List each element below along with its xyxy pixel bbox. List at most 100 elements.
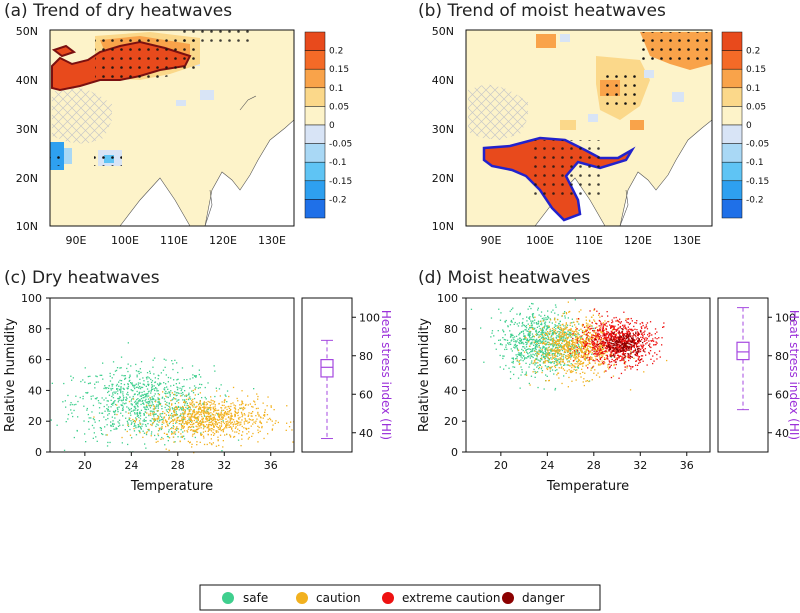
data-point-extreme_caution (634, 339, 636, 341)
data-point-safe (510, 343, 512, 345)
data-point-safe (124, 378, 126, 380)
data-point-extreme_caution (617, 336, 619, 338)
data-point-safe (94, 421, 96, 423)
data-point-caution (201, 433, 203, 436)
data-point-safe (569, 339, 571, 342)
data-point-safe (114, 413, 116, 415)
data-point-safe (170, 385, 172, 387)
data-point-safe (557, 352, 559, 355)
data-point-caution (213, 411, 215, 413)
data-point-caution (559, 331, 562, 334)
data-point-extreme_caution (653, 340, 655, 342)
data-point-safe (519, 337, 521, 339)
data-point-safe (82, 395, 84, 398)
data-point-caution (575, 372, 577, 374)
data-point-caution (195, 430, 197, 433)
data-point-caution (212, 424, 215, 426)
data-point-caution (557, 358, 559, 360)
colorbar-tick-label: 0.15 (746, 65, 766, 75)
data-point-caution (583, 333, 585, 335)
data-point-safe (511, 357, 513, 359)
data-point-safe (183, 399, 186, 402)
data-point-safe (174, 433, 177, 435)
data-point-safe (559, 320, 561, 323)
data-point-extreme_caution (611, 358, 613, 361)
data-point-caution (586, 356, 589, 358)
data-point-safe (544, 331, 546, 333)
data-point-danger (618, 337, 620, 339)
data-point-caution (562, 354, 564, 356)
data-point-safe (92, 395, 94, 397)
data-point-caution (552, 337, 554, 340)
data-point-caution (190, 408, 192, 411)
data-point-danger (624, 357, 626, 359)
data-point-caution (194, 429, 196, 431)
data-point-extreme_caution (611, 325, 613, 327)
data-point-caution (173, 414, 175, 416)
data-point-safe (509, 342, 511, 344)
data-point-danger (610, 355, 612, 357)
data-point-safe (186, 404, 188, 407)
data-point-safe (532, 335, 534, 337)
data-point-extreme_caution (597, 348, 599, 350)
data-point-caution (226, 425, 228, 427)
colorbar-tick-label: 0 (329, 121, 335, 131)
data-point-safe (502, 357, 504, 360)
data-point-caution (214, 418, 216, 420)
data-point-caution (211, 419, 213, 421)
data-point-safe (160, 372, 162, 374)
data-point-safe (138, 392, 140, 394)
data-point-caution (211, 403, 213, 405)
data-point-caution (209, 417, 211, 419)
data-point-safe (88, 417, 90, 419)
data-point-caution (234, 410, 236, 412)
data-point-caution (194, 406, 196, 408)
data-point-safe (512, 366, 514, 368)
data-point-caution (192, 425, 194, 428)
data-point-extreme_caution (626, 335, 628, 338)
data-point-safe (558, 358, 560, 361)
data-point-safe (549, 361, 551, 363)
data-point-caution (554, 342, 557, 344)
data-point-safe (94, 387, 96, 389)
data-point-safe (182, 418, 184, 420)
data-point-safe (542, 362, 544, 364)
data-point-danger (619, 334, 621, 336)
data-point-safe (152, 408, 154, 410)
data-point-safe (67, 418, 69, 420)
data-point-caution (555, 347, 557, 350)
data-point-caution (568, 329, 570, 331)
data-point-safe (571, 353, 573, 355)
data-point-caution (249, 403, 251, 405)
data-point-caution (173, 431, 175, 433)
data-point-caution (230, 405, 232, 408)
data-point-caution (206, 412, 208, 414)
data-point-safe (150, 420, 152, 422)
data-point-safe (187, 408, 189, 410)
data-point-caution (623, 360, 625, 362)
data-point-safe (165, 359, 167, 361)
data-point-safe (105, 434, 107, 436)
data-point-extreme_caution (645, 337, 647, 339)
data-point-caution (590, 367, 593, 369)
data-point-caution (565, 333, 567, 335)
data-point-safe (110, 424, 112, 426)
data-point-caution (221, 416, 223, 418)
data-point-extreme_caution (576, 338, 579, 340)
data-point-danger (606, 340, 608, 342)
data-point-extreme_caution (628, 359, 630, 362)
data-point-safe (578, 334, 580, 336)
data-point-safe (504, 348, 506, 351)
data-point-caution (603, 329, 606, 331)
data-point-extreme_caution (635, 360, 638, 362)
data-point-safe (107, 400, 109, 402)
data-point-safe (552, 346, 554, 348)
data-point-safe (87, 375, 89, 378)
data-point-caution (568, 369, 570, 371)
data-point-extreme_caution (587, 331, 590, 333)
data-point-caution (163, 422, 165, 424)
data-point-caution (258, 426, 260, 429)
data-point-extreme_caution (639, 361, 641, 363)
data-point-safe (111, 383, 113, 385)
data-point-safe (198, 369, 200, 371)
